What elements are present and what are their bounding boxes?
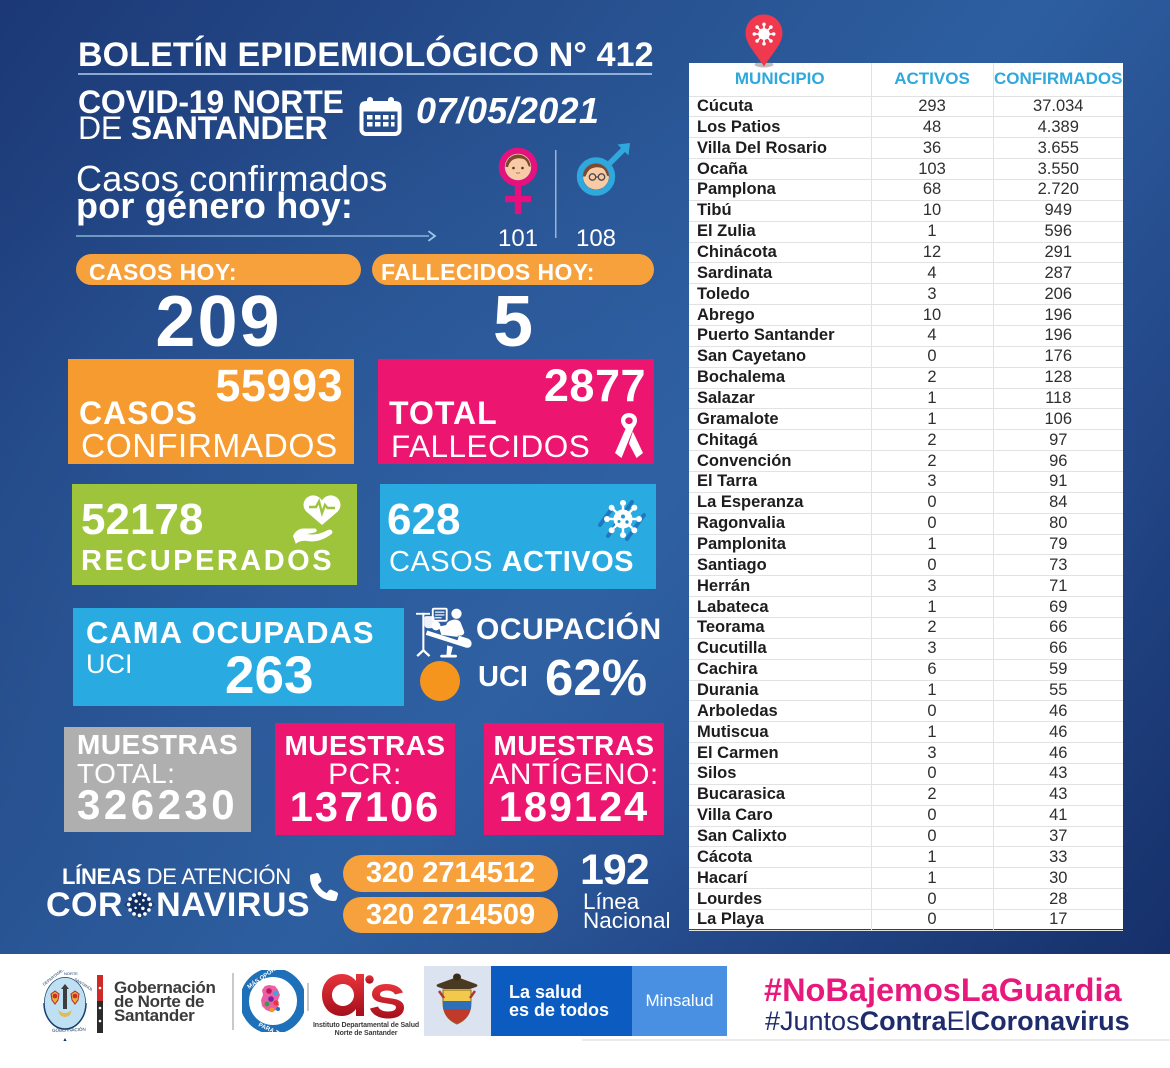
svg-text:NORTE: NORTE xyxy=(64,971,78,976)
svg-text:GOBERNACIÓN: GOBERNACIÓN xyxy=(52,1026,86,1033)
